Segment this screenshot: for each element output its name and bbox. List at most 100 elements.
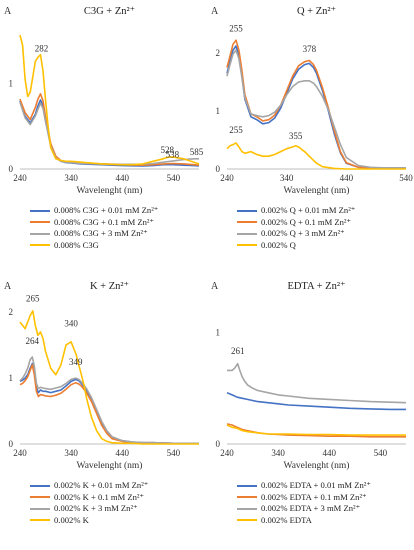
chart-legend: 0.002% EDTA + 0.01 mM Zn²⁺ 0.002% EDTA + … bbox=[237, 480, 371, 526]
y-tick-label: 0 bbox=[216, 164, 221, 174]
series-line bbox=[19, 356, 199, 445]
y-tick-label: 1 bbox=[216, 327, 221, 337]
chart-title: EDTA + Zn²⁺ bbox=[287, 281, 345, 292]
x-tick-label: 240 bbox=[13, 448, 27, 458]
legend-item: 0.002% EDTA + 3 mM Zn²⁺ bbox=[237, 503, 371, 515]
y-tick-label: 1 bbox=[9, 373, 14, 383]
series-line bbox=[226, 391, 406, 411]
chart-panel-edta: A EDTA + Zn²⁺ 0 1 240 340 440 540 Wavelenght (nm… bbox=[207, 275, 414, 550]
peak-annotation: 538 bbox=[166, 149, 180, 159]
peak-annotation: 255 bbox=[229, 24, 243, 34]
series-line bbox=[226, 49, 406, 169]
legend-label: 0.002% Q + 3 mM Zn²⁺ bbox=[261, 228, 345, 238]
peak-annotation: 355 bbox=[289, 131, 303, 141]
y-tick-label: 1 bbox=[9, 79, 14, 89]
y-axis-label: A bbox=[211, 281, 219, 292]
legend-swatch bbox=[237, 209, 257, 212]
legend-label: 0.002% EDTA + 0.1 mM Zn²⁺ bbox=[261, 491, 367, 502]
x-tick-label: 440 bbox=[323, 448, 337, 458]
x-tick-label: 340 bbox=[280, 173, 294, 183]
legend-label: 0.008% C3G + 3 mM Zn²⁺ bbox=[54, 228, 148, 238]
x-tick-label: 540 bbox=[374, 448, 388, 458]
y-axis-label: A bbox=[211, 6, 219, 17]
x-tick-label: 440 bbox=[116, 173, 130, 183]
y-tick-label: 2 bbox=[9, 307, 14, 317]
legend-swatch bbox=[30, 221, 50, 224]
chart-svg: A Q + Zn²⁺ 0 1 2 240 340 440 540 Wavelenght (nm) 2… bbox=[211, 6, 413, 196]
legend-label: 0.002% K bbox=[54, 514, 89, 525]
x-axis-label: Wavelenght (nm) bbox=[77, 460, 143, 470]
x-axis-label: Wavelenght (nm) bbox=[284, 460, 350, 470]
legend-item: 0.002% EDTA + 0.1 mM Zn²⁺ bbox=[237, 492, 371, 504]
chart-legend: 0.002% K + 0.01 mM Zn²⁺ 0.002% K + 0.1 mM… bbox=[30, 480, 148, 526]
y-axis-label: A bbox=[4, 6, 12, 17]
legend-label: 0.002% K + 3 mM Zn²⁺ bbox=[54, 503, 138, 513]
legend-item: 0.008% C3G + 0.01 mM Zn²⁺ bbox=[30, 205, 158, 217]
legend-swatch bbox=[237, 496, 257, 499]
chart-title: C3G + Zn²⁺ bbox=[84, 6, 135, 17]
chart-svg: A C3G + Zn²⁺ 0 1 240 340 440 540 Wavelenght (nm)… bbox=[4, 6, 204, 196]
legend-item: 0.002% Q + 0.01 mM Zn²⁺ bbox=[237, 205, 355, 217]
legend-swatch bbox=[30, 507, 50, 510]
legend-label: 0.008% C3G + 0.01 mM Zn²⁺ bbox=[54, 205, 159, 215]
legend-label: 0.002% Q bbox=[261, 239, 296, 250]
peak-annotation: 255 bbox=[229, 125, 243, 135]
x-axis-label: Wavelenght (nm) bbox=[77, 185, 143, 195]
peak-annotation: 585 bbox=[190, 147, 204, 157]
legend-swatch bbox=[30, 209, 50, 212]
legend-item: 0.002% K bbox=[30, 515, 148, 527]
series-line bbox=[226, 142, 406, 170]
x-tick-label: 240 bbox=[220, 448, 234, 458]
legend-item: 0.002% K + 0.1 mM Zn²⁺ bbox=[30, 492, 148, 504]
y-tick-label: 0 bbox=[216, 439, 221, 449]
y-axis-label: A bbox=[4, 281, 12, 292]
y-tick-label: 0 bbox=[9, 439, 14, 449]
peak-annotation: 378 bbox=[303, 44, 317, 54]
series-line bbox=[19, 102, 199, 166]
x-tick-label: 540 bbox=[167, 448, 181, 458]
legend-swatch bbox=[30, 244, 50, 247]
legend-item: 0.002% Q + 0.1 mM Zn²⁺ bbox=[237, 217, 355, 229]
x-tick-label: 440 bbox=[116, 448, 130, 458]
legend-label: 0.002% Q + 0.1 mM Zn²⁺ bbox=[261, 216, 352, 227]
chart-panel-c3g: A C3G + Zn²⁺ 0 1 240 340 440 540 Wavelenght (nm)… bbox=[0, 0, 207, 275]
legend-swatch bbox=[237, 244, 257, 247]
legend-item: 0.002% EDTA + 0.01 mM Zn²⁺ bbox=[237, 480, 371, 492]
chart-title: Q + Zn²⁺ bbox=[297, 6, 336, 17]
series-line bbox=[19, 364, 199, 445]
legend-label: 0.008% C3G bbox=[54, 239, 99, 250]
legend-label: 0.002% EDTA + 0.01 mM Zn²⁺ bbox=[261, 480, 371, 490]
peak-annotation: 528 bbox=[161, 145, 175, 155]
legend-swatch bbox=[30, 484, 50, 487]
legend-item: 0.008% C3G bbox=[30, 240, 158, 252]
x-tick-label: 540 bbox=[399, 173, 413, 183]
legend-label: 0.008% C3G + 0.1 mM Zn²⁺ bbox=[54, 216, 155, 227]
x-axis-label: Wavelenght (nm) bbox=[284, 185, 350, 195]
x-tick-label: 340 bbox=[64, 173, 78, 183]
chart-svg: A EDTA + Zn²⁺ 0 1 240 340 440 540 Wavelenght (nm… bbox=[211, 281, 407, 471]
series-line bbox=[19, 362, 199, 445]
legend-item: 0.008% C3G + 3 mM Zn²⁺ bbox=[30, 228, 158, 240]
x-tick-label: 440 bbox=[340, 173, 354, 183]
legend-swatch bbox=[30, 232, 50, 235]
chart-legend: 0.002% Q + 0.01 mM Zn²⁺ 0.002% Q + 0.1 mM… bbox=[237, 205, 355, 251]
x-tick-label: 540 bbox=[167, 173, 181, 183]
peak-annotation: 340 bbox=[64, 319, 78, 329]
legend-label: 0.002% EDTA bbox=[261, 514, 312, 525]
chart-panel-kaempferol: A K + Zn²⁺ 0 1 2 240 340 440 540 Wavelenght (nm) 2… bbox=[0, 275, 207, 550]
peak-annotation: 261 bbox=[231, 346, 245, 356]
legend-item: 0.002% EDTA bbox=[237, 515, 371, 527]
y-tick-label: 2 bbox=[216, 48, 221, 58]
x-tick-label: 340 bbox=[271, 448, 285, 458]
peak-annotation: 349 bbox=[69, 357, 83, 367]
legend-item: 0.002% Q bbox=[237, 240, 355, 252]
legend-swatch bbox=[237, 507, 257, 510]
legend-item: 0.002% Q + 3 mM Zn²⁺ bbox=[237, 228, 355, 240]
peak-annotation: 282 bbox=[35, 44, 49, 54]
series-line bbox=[226, 39, 406, 169]
legend-label: 0.002% K + 0.1 mM Zn²⁺ bbox=[54, 491, 145, 502]
x-tick-label: 240 bbox=[220, 173, 234, 183]
legend-swatch bbox=[30, 519, 50, 522]
legend-item: 0.002% K + 0.01 mM Zn²⁺ bbox=[30, 480, 148, 492]
x-tick-label: 340 bbox=[64, 448, 78, 458]
